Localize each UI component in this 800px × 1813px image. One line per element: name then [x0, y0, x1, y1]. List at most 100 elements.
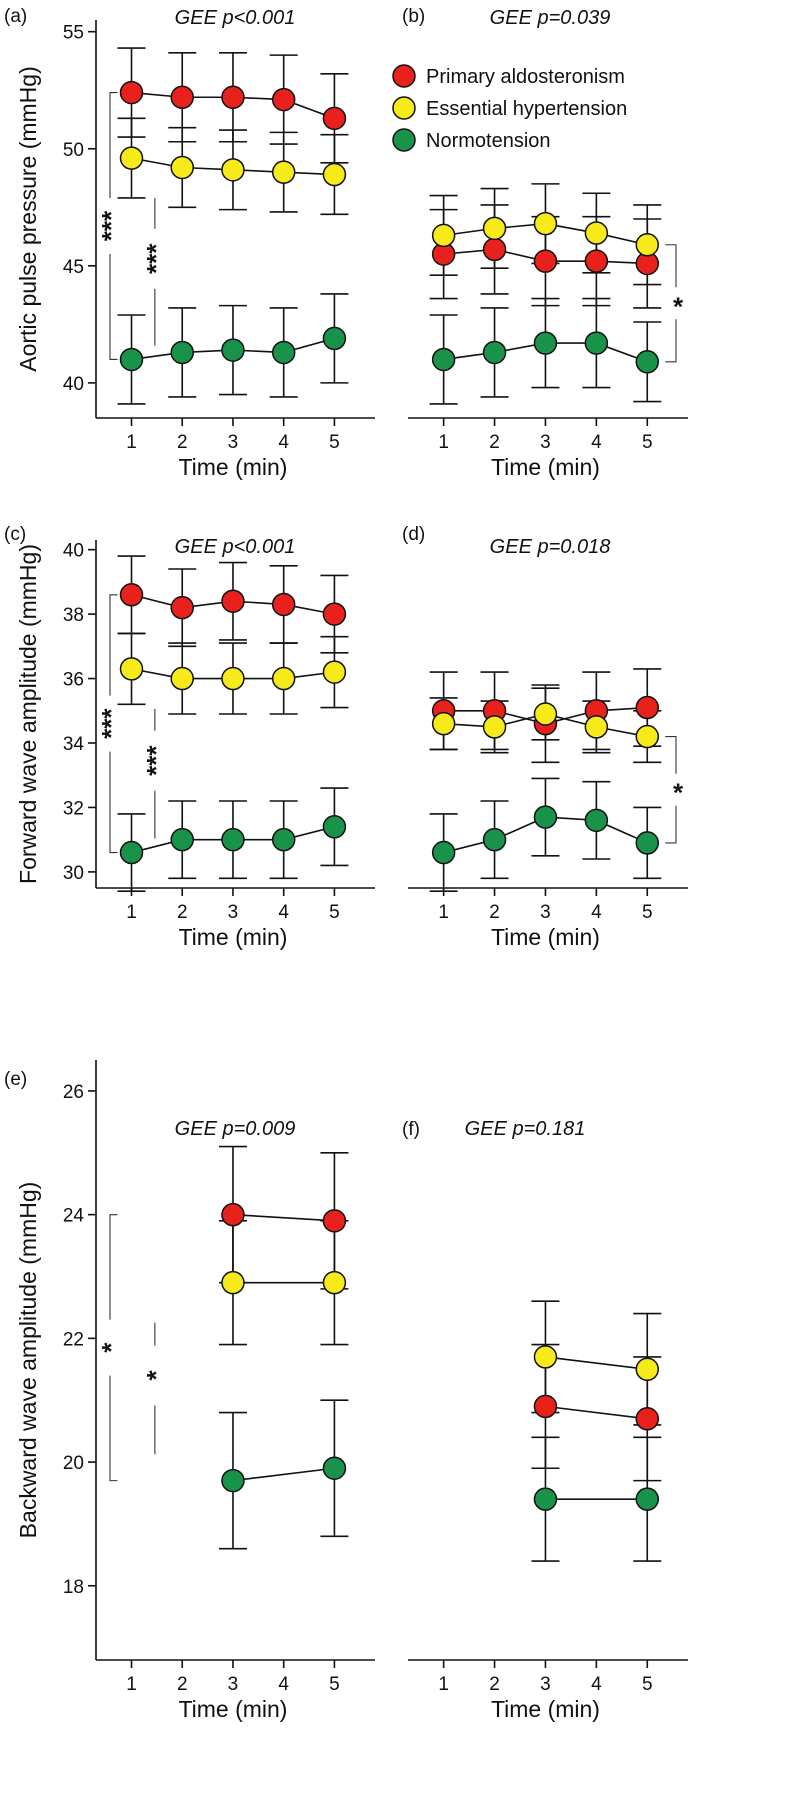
data-point — [584, 715, 609, 739]
gee-p-value: GEE p=0.181 — [465, 1118, 586, 1140]
data-point — [482, 216, 507, 241]
chart-panel-2: 1 2 3 4 5 Time (min) (b) GEE p=0.039 * — [402, 6, 688, 480]
y-tick-label: 40 — [63, 374, 84, 395]
x-tick-label: 4 — [591, 902, 602, 923]
data-point — [482, 827, 507, 852]
legend-marker — [392, 64, 416, 88]
data-point — [533, 331, 558, 355]
legend-marker — [392, 96, 416, 120]
significance-mark: *** — [141, 243, 171, 274]
y-tick-label: 18 — [63, 1577, 84, 1598]
data-point — [533, 1345, 558, 1369]
data-point — [170, 827, 194, 852]
data-point — [635, 1407, 660, 1431]
data-point — [170, 340, 194, 365]
data-point — [482, 340, 507, 365]
significance-mark: *** — [96, 708, 126, 739]
data-point — [635, 724, 660, 749]
legend-marker — [392, 128, 416, 152]
data-point — [635, 1357, 660, 1382]
significance-bracket — [665, 736, 677, 844]
data-point — [533, 1487, 558, 1511]
data-point — [533, 1394, 558, 1419]
y-tick-label: 38 — [63, 605, 84, 626]
data-point — [271, 160, 296, 184]
y-tick-label: 36 — [63, 670, 84, 691]
y-axis-title: Forward wave amplitude (mmHg) — [15, 544, 41, 884]
data-point — [221, 666, 245, 691]
data-point — [119, 80, 144, 105]
data-point — [322, 162, 347, 187]
panel-letter: (f) — [402, 1119, 420, 1140]
panel-letter: (e) — [4, 1069, 27, 1090]
legend: Primary aldosteronism Essential hypertens… — [392, 64, 627, 152]
legend-label: Primary aldosteronism — [426, 66, 625, 88]
panel-letter: (a) — [4, 6, 27, 27]
data-point — [119, 146, 144, 170]
y-tick-label: 50 — [63, 140, 84, 161]
gee-p-value: GEE p<0.001 — [175, 536, 296, 558]
data-point — [119, 840, 144, 865]
x-tick-label: 5 — [642, 432, 653, 453]
x-tick-label: 2 — [489, 1674, 500, 1695]
significance-mark: *** — [141, 745, 171, 776]
y-tick-label: 22 — [63, 1329, 84, 1350]
significance-bracket — [109, 594, 118, 854]
data-point — [221, 1468, 245, 1493]
data-point — [322, 1270, 347, 1295]
series-line — [232, 1467, 335, 1482]
data-point — [431, 347, 456, 372]
data-point — [170, 85, 194, 110]
data-point — [322, 1456, 347, 1480]
significance-bracket — [109, 92, 118, 361]
x-axis-title: Time (min) — [178, 924, 287, 950]
data-point — [635, 233, 660, 257]
y-tick-label: 34 — [63, 734, 85, 755]
gee-p-value: GEE p=0.009 — [175, 1118, 296, 1140]
x-tick-label: 3 — [540, 1674, 551, 1695]
data-point — [482, 715, 507, 739]
x-tick-label: 1 — [126, 902, 137, 923]
data-point — [221, 1270, 245, 1295]
data-point — [221, 158, 245, 182]
legend-label: Essential hypertension — [426, 98, 627, 120]
x-tick-label: 4 — [591, 432, 602, 453]
y-axis-title: Backward wave amplitude (mmHg) — [15, 1182, 41, 1539]
gee-p-value: GEE p<0.001 — [175, 7, 296, 29]
y-tick-label: 26 — [63, 1082, 84, 1103]
x-tick-label: 3 — [540, 432, 551, 453]
data-point — [322, 106, 347, 131]
data-point — [584, 331, 609, 355]
data-point — [170, 666, 194, 691]
x-axis-title: Time (min) — [491, 1696, 600, 1722]
data-point — [533, 211, 558, 236]
significance-bracket — [665, 244, 677, 363]
x-tick-label: 1 — [438, 1674, 449, 1695]
significance-mark: * — [673, 778, 684, 808]
data-point — [221, 338, 245, 362]
data-point — [221, 1202, 245, 1227]
x-tick-label: 5 — [329, 432, 340, 453]
data-point — [533, 805, 558, 829]
data-point — [533, 249, 558, 273]
chart-panel-4: 1 2 3 4 5 Time (min) (d) GEE p=0.018 * — [402, 524, 688, 950]
y-tick-label: 20 — [63, 1453, 84, 1474]
chart-panel-6: 1 2 3 4 5 Time (min) (f) GEE p=0.181 — [402, 1118, 688, 1722]
x-tick-label: 2 — [177, 432, 188, 453]
data-point — [271, 87, 296, 112]
x-tick-label: 3 — [228, 1674, 239, 1695]
data-point — [119, 657, 144, 681]
data-point — [322, 326, 347, 351]
data-point — [584, 249, 609, 273]
data-point — [322, 1209, 347, 1233]
x-tick-label: 2 — [177, 1674, 188, 1695]
data-point — [271, 666, 296, 691]
x-tick-label: 5 — [642, 1674, 653, 1695]
data-point — [271, 340, 296, 365]
panel-letter: (d) — [402, 524, 425, 545]
x-axis-title: Time (min) — [178, 1696, 287, 1722]
data-point — [119, 583, 144, 607]
data-point — [170, 595, 194, 620]
gee-p-value: GEE p=0.039 — [490, 7, 611, 29]
